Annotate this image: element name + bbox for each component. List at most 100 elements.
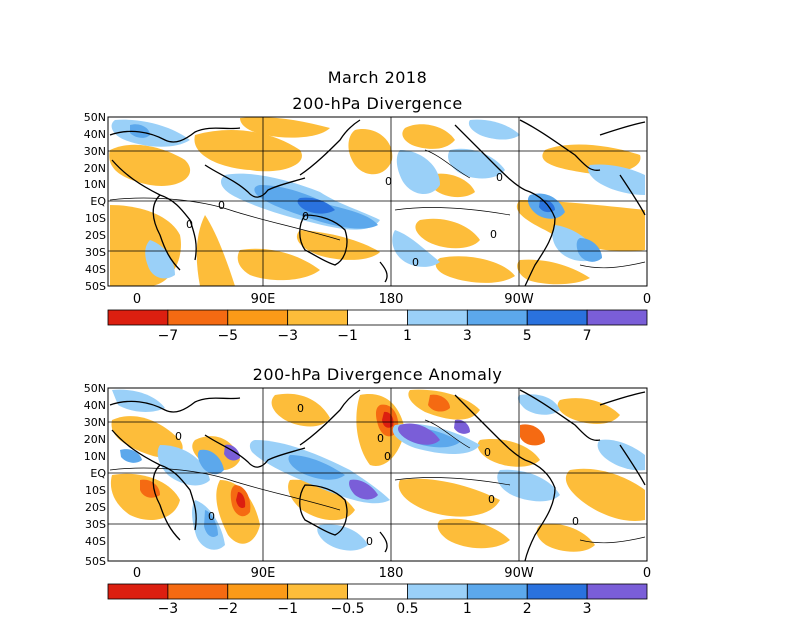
lat-label: 30N [84, 416, 106, 429]
colorbar-label: −5 [217, 328, 238, 344]
colorbar-label: −1 [337, 328, 358, 344]
contour-label: 0 [208, 510, 215, 523]
lat-label: 20N [84, 162, 106, 175]
contour-label: 0 [175, 430, 182, 443]
contour-label: 0 [490, 228, 497, 241]
lon-label: 0 [133, 292, 141, 307]
contour-label: 0 [484, 446, 491, 459]
main-title: March 2018 [327, 68, 428, 87]
lon-label: 0 [643, 566, 651, 581]
colorbar-swatch [227, 583, 289, 600]
lat-label: 10S [85, 212, 106, 225]
colorbar-anomaly: −3 −2 −1 −0.5 0.5 1 2 3 [107, 583, 648, 617]
colorbar-swatch [466, 583, 528, 600]
latitude-labels: 50N 40N 30N 20N 10N EQ 10S 20S 30S 40S 5… [84, 111, 107, 293]
contour-label: 0 [302, 210, 309, 223]
longitude-labels: 0 90E 180 90W 0 [133, 566, 651, 581]
lat-label: 20S [85, 501, 106, 514]
divergence-shading [109, 117, 645, 286]
lon-label: 0 [133, 566, 141, 581]
anomaly-shading [110, 389, 645, 552]
colorbar-label: 3 [583, 601, 592, 617]
contour-label: 0 [297, 402, 304, 415]
colorbar-label: −2 [217, 601, 238, 617]
map-gridlines [108, 117, 647, 286]
colorbar-label: −3 [158, 601, 179, 617]
colorbar-swatch [287, 309, 348, 326]
contour-label: 0 [572, 515, 579, 528]
colorbar-swatch [586, 583, 648, 600]
colorbar-label: 5 [523, 328, 532, 344]
lat-label: 20S [85, 229, 106, 242]
colorbar-label: −7 [158, 328, 179, 344]
contour-label: 0 [377, 432, 384, 445]
map-frame [107, 116, 648, 287]
colorbar-label: −0.5 [331, 601, 365, 617]
map-gridlines [108, 388, 647, 561]
lat-label: 40N [84, 399, 106, 412]
longitude-labels: 0 90E 180 90W 0 [133, 292, 651, 307]
colorbar-divergence: −7 −5 −3 −1 1 3 5 7 [107, 309, 648, 344]
coastlines [109, 119, 646, 286]
lon-label: 0 [643, 292, 651, 307]
contour-label: 0 [496, 171, 503, 184]
contour-label: 0 [366, 535, 373, 548]
lat-label: EQ [90, 195, 106, 208]
colorbar-label: 2 [523, 601, 532, 617]
colorbar-swatch [107, 309, 169, 326]
colorbar-swatch [526, 583, 588, 600]
panel-1-title: 200-hPa Divergence [292, 94, 463, 113]
colorbar-label: −3 [277, 328, 298, 344]
lat-label: 50N [84, 382, 106, 395]
lat-label: 30N [84, 145, 106, 158]
lat-label: 10S [85, 484, 106, 497]
colorbar-swatch [227, 309, 289, 326]
lat-label: EQ [90, 467, 106, 480]
lon-label: 180 [379, 292, 404, 307]
colorbar-swatch [407, 583, 468, 600]
lon-label: 90W [504, 566, 534, 581]
colorbar-swatch [407, 309, 468, 326]
lon-label: 90E [251, 566, 276, 581]
colorbar-swatch [167, 309, 229, 326]
colorbar-label: 7 [583, 328, 592, 344]
colorbar-label: 1 [463, 601, 472, 617]
zero-contours [109, 149, 646, 269]
colorbar-swatch [347, 309, 408, 326]
lat-label: 50S [85, 280, 106, 293]
contour-label: 0 [412, 256, 419, 269]
contour-label: 0 [488, 493, 495, 506]
lat-label: 30S [85, 518, 106, 531]
lat-label: 10N [84, 178, 106, 191]
zero-contours [109, 419, 646, 544]
contour-label: 0 [385, 175, 392, 188]
lat-label: 50N [84, 111, 106, 124]
contour-label: 0 [218, 199, 225, 212]
colorbar-swatch [107, 583, 169, 600]
lat-label: 40S [85, 535, 106, 548]
lat-label: 40N [84, 128, 106, 141]
lat-label: 20N [84, 433, 106, 446]
map-frame [107, 387, 648, 562]
colorbar-label: −1 [277, 601, 298, 617]
lat-label: 30S [85, 246, 106, 259]
divergence-map: 0 0 0 0 0 0 0 50N 40N 30N 20N 10N EQ 10S… [84, 111, 651, 307]
colorbar-swatch [287, 583, 348, 600]
colorbar-swatch [466, 309, 528, 326]
colorbar-swatch [526, 309, 588, 326]
panel-2-title: 200-hPa Divergence Anomaly [252, 365, 503, 384]
lon-label: 180 [379, 566, 404, 581]
coastlines [109, 389, 646, 561]
lon-label: 90E [251, 292, 276, 307]
lat-label: 40S [85, 263, 106, 276]
lon-label: 90W [504, 292, 534, 307]
lat-label: 50S [85, 555, 106, 568]
divergence-anomaly-map: 0 0 0 0 0 0 0 0 0 50N 40N 30N 20N 10N EQ… [84, 382, 651, 581]
colorbar-label: 3 [463, 328, 472, 344]
lat-label: 10N [84, 450, 106, 463]
colorbar-swatch [586, 309, 648, 326]
colorbar-swatch [167, 583, 229, 600]
colorbar-swatch [347, 583, 408, 600]
contour-label: 0 [186, 218, 193, 231]
